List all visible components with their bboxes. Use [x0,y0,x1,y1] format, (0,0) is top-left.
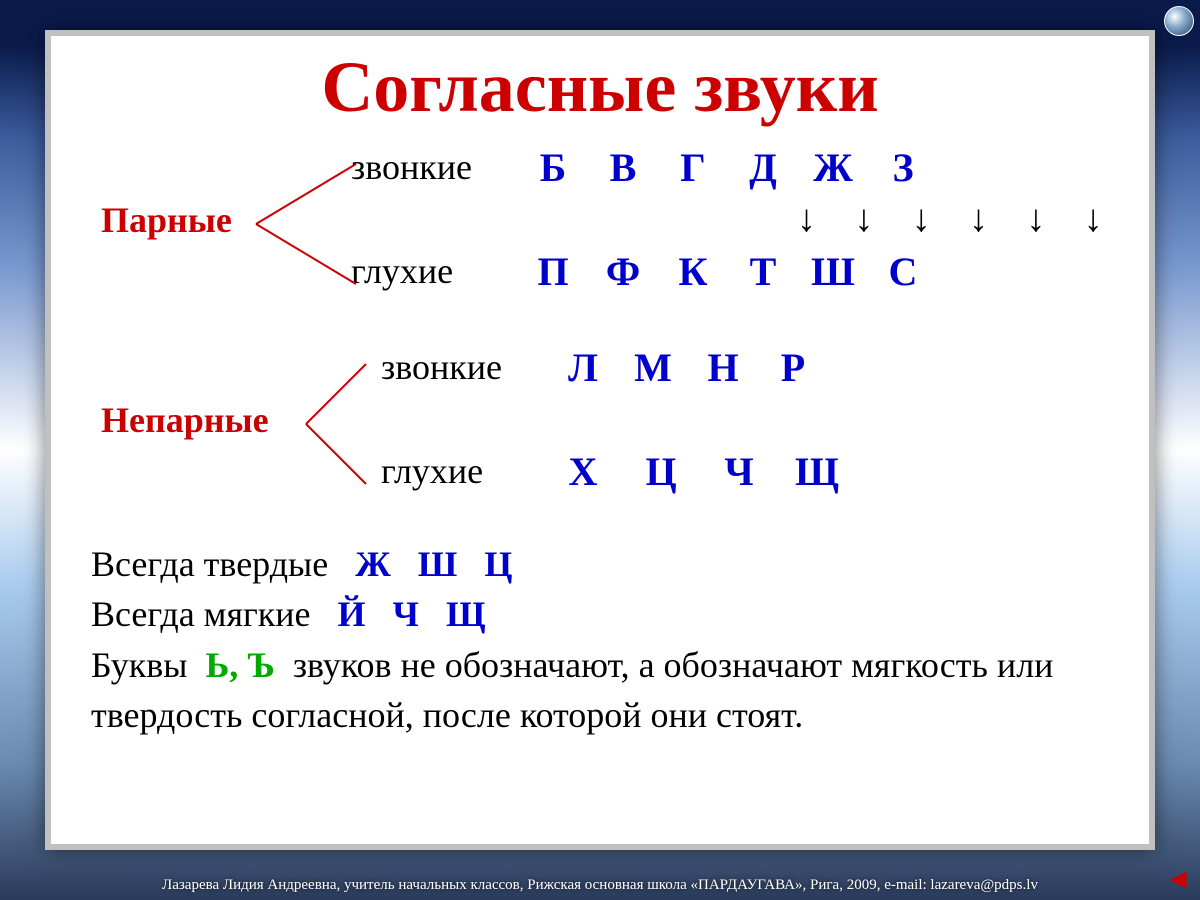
voiced-label: звонкие [381,346,561,388]
signs-letters: Ь, Ъ [205,645,274,685]
letter: Б [531,144,575,191]
paired-voiceless-row: глухие П Ф К Т Ш С [351,243,1109,299]
bracket-paired-icon [251,144,361,304]
always-soft-line: Всегда мягкие Й Ч Щ [91,589,1109,639]
letter: С [881,248,925,295]
letter: М [631,344,675,391]
arrow-down-icon: ↓ [848,197,879,241]
paired-section: Парные звонкие Б В Г Д Ж З ↓ ↓ ↓ [91,139,1109,309]
letter: П [531,248,575,295]
page-title: Согласные звуки [91,46,1109,129]
globe-icon [1164,6,1194,36]
paired-label: Парные [101,199,232,241]
footer-credits: Лазарева Лидия Андреевна, учитель началь… [0,877,1200,894]
arrow-down-icon: ↓ [791,197,822,241]
letter: З [881,144,925,191]
letter: Х [561,448,605,495]
paired-voiceless-letters: П Ф К Т Ш С [531,248,925,295]
letter: Ч [393,594,419,634]
signs-line: Буквы Ь, Ъ звуков не обозначают, а обозн… [91,640,1109,741]
unpaired-voiceless-letters: Х Ц Ч Щ [561,448,839,495]
letter: Р [771,344,815,391]
arrow-down-icon: ↓ [1020,197,1051,241]
paired-voiced-letters: Б В Г Д Ж З [531,144,925,191]
notes-block: Всегда твердые Ж Ш Ц Всегда мягкие Й Ч Щ… [91,539,1109,741]
always-hard-line: Всегда твердые Ж Ш Ц [91,539,1109,589]
signs-prefix: Буквы [91,645,187,685]
unpaired-voiced-row: звонкие Л М Н Р [351,339,1109,395]
always-soft-label: Всегда мягкие [91,594,311,634]
letter: В [601,144,645,191]
unpaired-voiceless-row: глухие Х Ц Ч Щ [351,443,1109,499]
letter: Й [338,594,366,634]
always-hard-label: Всегда твердые [91,544,328,584]
letter: Щ [446,594,486,634]
letter: Ж [811,144,855,191]
arrow-down-icon: ↓ [963,197,994,241]
letter: Ш [418,544,458,584]
letter: К [671,248,715,295]
arrow-down-icon: ↓ [906,197,937,241]
letter: Н [701,344,745,391]
letter: Т [741,248,785,295]
letter: Г [671,144,715,191]
letter: Ж [355,544,391,584]
unpaired-voiced-letters: Л М Н Р [561,344,815,391]
bracket-unpaired-icon [301,344,371,504]
letter: Л [561,344,605,391]
letter: Ф [601,248,645,295]
paired-voiced-row: звонкие Б В Г Д Ж З [351,139,1109,195]
slide-frame: Согласные звуки Парные звонкие Б В Г Д Ж… [45,30,1155,850]
arrow-row: ↓ ↓ ↓ ↓ ↓ ↓ [351,195,1109,243]
letter: Ц [639,448,683,495]
unpaired-section: Непарные звонкие Л М Н Р глухие Х Ц [91,339,1109,509]
unpaired-label: Непарные [101,399,269,441]
back-arrow-icon[interactable]: ◄ [1164,864,1192,896]
letter: Ц [484,544,512,584]
letter: Ш [811,248,855,295]
voiced-label: звонкие [351,146,531,188]
arrow-down-icon: ↓ [1078,197,1109,241]
voiceless-label: глухие [381,450,561,492]
letter: Д [741,144,785,191]
voiceless-label: глухие [351,250,531,292]
letter: Ч [717,448,761,495]
letter: Щ [795,448,839,495]
